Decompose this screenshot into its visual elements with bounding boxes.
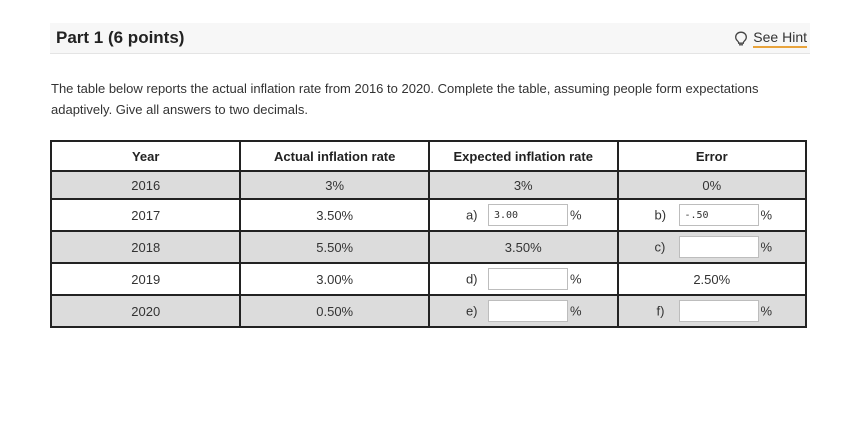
error-cell: c) %	[616, 230, 807, 264]
inflation-table: Year Actual inflation rate Expected infl…	[49, 140, 807, 328]
year-cell: 2018	[49, 230, 242, 264]
answer-f-unit: %	[760, 303, 773, 319]
table-row: 2020 0.50% e) % f) %	[49, 294, 807, 328]
error-cell: 0%	[616, 170, 807, 200]
table-row: 2016 3% 3% 0%	[49, 170, 807, 200]
year-cell: 2016	[49, 170, 242, 200]
answer-e-input[interactable]	[487, 300, 568, 322]
expected-cell: a) %	[427, 198, 619, 232]
error-cell: 2.50%	[616, 262, 807, 296]
header-error: Error	[616, 140, 807, 172]
answer-a-label: a)	[465, 207, 478, 223]
actual-cell: 3.00%	[239, 262, 430, 296]
header-year: Year	[49, 140, 242, 172]
actual-cell: 0.50%	[239, 294, 430, 328]
expected-cell: e) %	[427, 294, 619, 328]
answer-b-label: b)	[654, 207, 667, 223]
answer-f-label: f)	[656, 303, 665, 319]
table-row: 2019 3.00% d) % 2.50%	[49, 262, 807, 296]
answer-d-unit: %	[569, 271, 582, 287]
header-actual-inflation: Actual inflation rate	[239, 140, 430, 172]
answer-c-unit: %	[760, 239, 773, 255]
table-header-row: Year Actual inflation rate Expected infl…	[49, 140, 807, 172]
actual-cell: 5.50%	[239, 230, 430, 264]
answer-e-label: e)	[465, 303, 478, 319]
instructions-text: The table below reports the actual infla…	[51, 81, 759, 117]
year-cell: 2020	[49, 294, 242, 328]
see-hint-link[interactable]: See Hint	[753, 29, 807, 48]
answer-b-input[interactable]	[678, 204, 759, 226]
expected-cell: 3%	[427, 170, 619, 200]
answer-d-input[interactable]	[487, 268, 568, 290]
table-row: 2018 5.50% 3.50% c) %	[49, 230, 807, 264]
expected-cell: d) %	[427, 262, 619, 296]
lightbulb-icon	[734, 31, 748, 47]
header-expected-inflation: Expected inflation rate	[427, 140, 619, 172]
answer-a-input[interactable]	[487, 204, 568, 226]
table-row: 2017 3.50% a) % b) %	[49, 198, 807, 232]
answer-f-input[interactable]	[678, 300, 759, 322]
answer-d-label: d)	[465, 271, 478, 287]
answer-e-unit: %	[569, 303, 582, 319]
year-cell: 2017	[49, 198, 242, 232]
year-cell: 2019	[49, 262, 242, 296]
actual-cell: 3%	[239, 170, 430, 200]
actual-cell: 3.50%	[239, 198, 430, 232]
see-hint-button[interactable]: See Hint	[734, 29, 807, 48]
answer-c-label: c)	[654, 239, 666, 255]
part-header: Part 1 (6 points) See Hint	[50, 23, 810, 54]
answer-c-input[interactable]	[678, 236, 759, 258]
error-cell: b) %	[616, 198, 807, 232]
expected-cell: 3.50%	[427, 230, 619, 264]
answer-a-unit: %	[569, 207, 582, 223]
error-cell: f) %	[616, 294, 807, 328]
answer-b-unit: %	[760, 207, 773, 223]
part-title: Part 1 (6 points)	[56, 28, 185, 47]
